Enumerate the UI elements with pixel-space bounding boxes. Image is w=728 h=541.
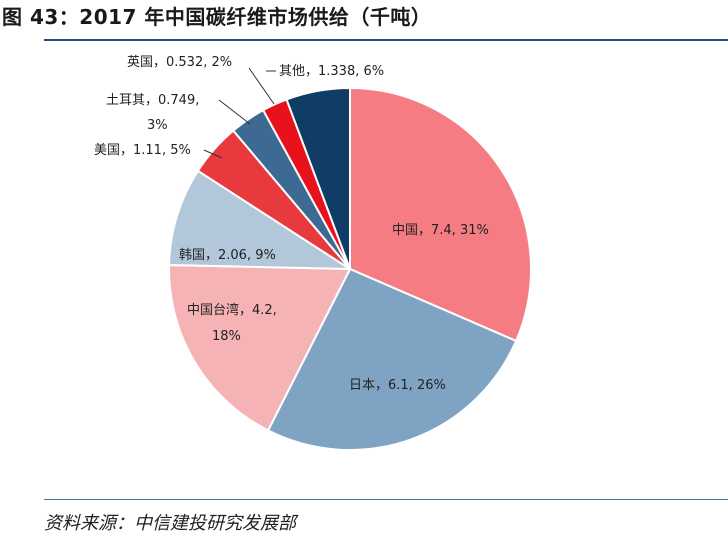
data-label-5-line1: 3%	[147, 118, 168, 133]
leader-line-5	[218, 99, 251, 125]
pie-slice-1	[266, 267, 518, 451]
pie-slice-0	[349, 86, 532, 343]
pie-slice-7	[285, 86, 351, 270]
title-rule	[44, 39, 728, 41]
data-label-0: 中国，7.4, 31%	[392, 223, 489, 238]
data-label-2-line1: 18%	[212, 329, 241, 344]
leader-line-6	[248, 67, 275, 105]
pie-slice-2	[168, 263, 352, 432]
pie-chart: 中国，7.4, 31% 日本，6.1, 26% 中国台湾，4.2, 18% 韩国，2.0…	[94, 55, 532, 451]
data-label-1: 日本，6.1, 26%	[349, 378, 446, 393]
source-note: 资料来源：中信建投研究发展部	[44, 513, 296, 534]
data-label-5-line0: 土耳其，0.749,	[106, 93, 199, 108]
chart-title: 图 43：2017 年中国碳纤维市场供给（千吨）	[2, 5, 432, 29]
data-label-7: 其他，1.338, 6%	[279, 64, 384, 79]
data-label-2-line0: 中国台湾，4.2,	[187, 302, 277, 318]
pie-slice-3	[168, 169, 354, 271]
data-label-4: 美国，1.11, 5%	[94, 143, 191, 158]
leader-line-4	[203, 149, 223, 159]
source-rule	[44, 499, 728, 500]
data-label-3: 韩国，2.06, 9%	[179, 248, 276, 263]
data-label-6: 英国，0.532, 2%	[127, 55, 232, 70]
